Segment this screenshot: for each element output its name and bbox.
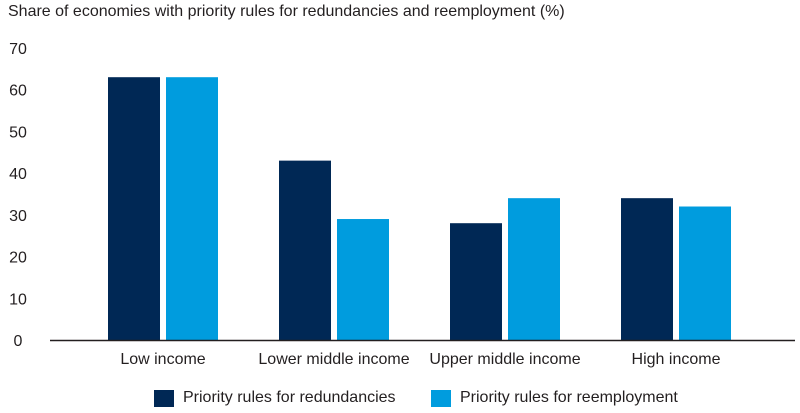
y-tick-label-20: 20 [9,250,27,267]
legend-item-redundancies: Priority rules for redundancies [154,389,396,407]
bars [108,77,731,340]
y-tick-label-0: 0 [14,333,23,350]
bar-lower-middle-income-reemployment [337,219,389,340]
bar-low-income-redundancies [108,77,160,340]
y-tick-label-30: 30 [9,208,27,225]
chart-title: Share of economies with priority rules f… [8,3,565,20]
bar-lower-middle-income-redundancies [279,160,331,340]
bar-upper-middle-income-redundancies [450,223,502,340]
bar-high-income-reemployment [679,206,731,340]
legend-swatch-reemployment [431,389,451,407]
legend-item-reemployment: Priority rules for reemployment [431,389,678,407]
y-tick-label-50: 50 [9,124,27,141]
legend-label-redundancies: Priority rules for redundancies [183,389,396,406]
x-tick-label-low-income: Low income [120,351,205,368]
legend-label-reemployment: Priority rules for reemployment [460,389,678,406]
y-tick-label-70: 70 [9,41,27,58]
x-tick-label-high-income: High income [632,351,721,368]
x-tick-label-upper-middle-income: Upper middle income [429,351,580,368]
y-axis-ticks: 0 10 20 30 40 50 60 70 [9,41,27,350]
bar-high-income-redundancies [621,198,673,340]
legend-swatch-redundancies [154,389,174,407]
bar-low-income-reemployment [166,77,218,340]
y-tick-label-40: 40 [9,166,27,183]
y-tick-label-60: 60 [9,83,27,100]
bar-upper-middle-income-reemployment [508,198,560,340]
y-tick-label-10: 10 [9,291,27,308]
x-axis-tick-labels: Low income Lower middle income Upper middl… [120,351,720,368]
x-tick-label-lower-middle-income: Lower middle income [258,351,409,368]
legend: Priority rules for redundancies Priority… [0,389,800,413]
